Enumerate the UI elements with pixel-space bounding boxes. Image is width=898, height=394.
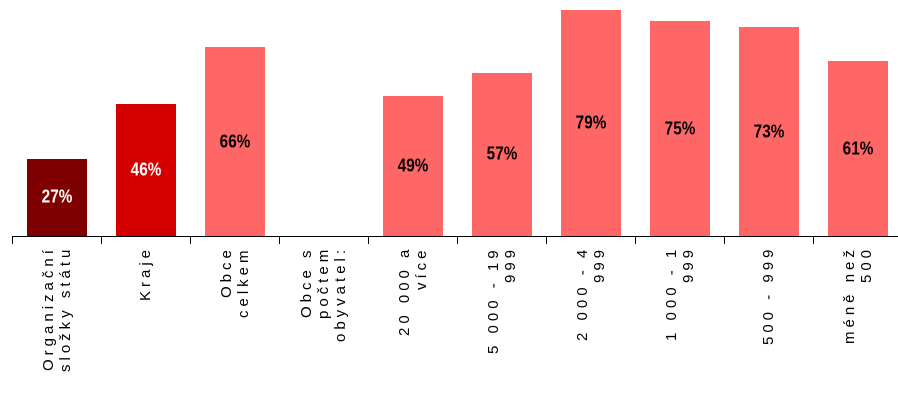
value-label: 75% xyxy=(664,118,695,139)
x-tick-label: 20 000 a více xyxy=(395,246,430,337)
x-tick-label: 2 000 - 4 999 xyxy=(573,246,608,342)
value-label: 73% xyxy=(753,121,784,142)
value-label: 79% xyxy=(575,112,606,133)
x-tick-label: Organizační složky státu xyxy=(39,246,74,373)
value-label: 57% xyxy=(486,143,517,164)
bar xyxy=(471,72,532,236)
x-tick-label: méně než 500 xyxy=(840,246,875,344)
bar xyxy=(204,47,265,236)
tick-mark xyxy=(279,236,280,244)
tick-mark xyxy=(190,236,191,244)
tick-mark xyxy=(635,236,636,244)
value-label: 27% xyxy=(41,186,72,207)
value-label: 46% xyxy=(130,159,161,180)
tick-mark xyxy=(457,236,458,244)
x-tick-label: 5 000 - 19 999 xyxy=(484,246,519,354)
tick-mark xyxy=(813,236,814,244)
tick-mark xyxy=(101,236,102,244)
bar xyxy=(115,104,176,236)
bar xyxy=(382,95,443,236)
x-tick-label: 500 - 999 xyxy=(760,246,777,346)
tick-mark xyxy=(724,236,725,244)
tick-mark xyxy=(368,236,369,244)
value-label: 49% xyxy=(397,155,428,176)
bar xyxy=(738,27,799,236)
x-axis xyxy=(12,236,898,237)
x-tick-label: Obce s počtem obyvatel: xyxy=(298,246,349,343)
bar xyxy=(560,10,621,236)
tick-mark xyxy=(12,236,13,244)
x-tick-label: Kraje xyxy=(137,246,154,302)
x-tick-label: 1 000 - 1 999 xyxy=(662,246,697,342)
bar xyxy=(827,61,888,236)
x-tick-label: Obce celkem xyxy=(217,246,252,318)
bar xyxy=(26,158,87,236)
bar xyxy=(649,21,710,236)
value-label: 66% xyxy=(219,131,250,152)
tick-mark xyxy=(546,236,547,244)
value-label: 61% xyxy=(842,138,873,159)
